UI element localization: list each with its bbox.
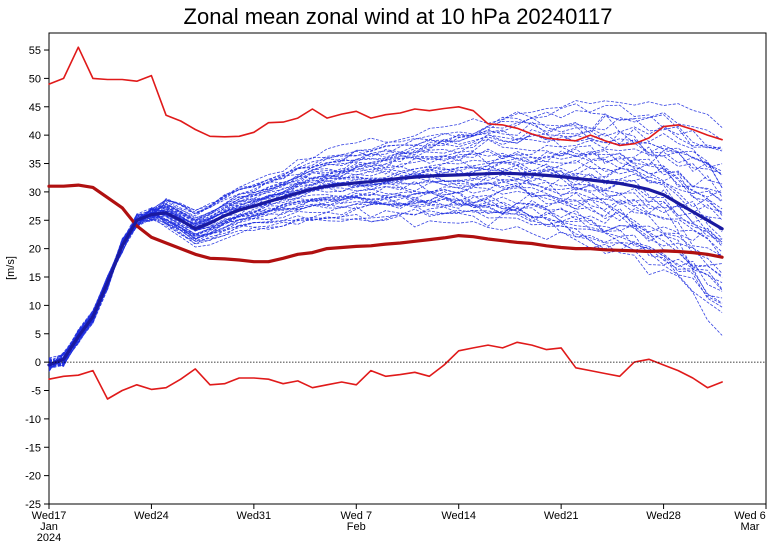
y-tick-label: -5	[31, 386, 41, 398]
ensemble-member-line	[48, 187, 723, 367]
ensemble-mean-line	[47, 171, 724, 367]
ensemble-member-line	[48, 150, 723, 365]
ensemble-member-line	[48, 206, 723, 364]
ensemble-member-line	[48, 164, 723, 367]
ensemble-member-line	[48, 116, 723, 369]
clim-mean-line	[47, 183, 724, 264]
ensemble-member-line	[48, 129, 723, 366]
ensemble-member-line	[48, 146, 723, 367]
x-tick-label: Wed 7	[340, 510, 372, 522]
y-tick-label: 5	[35, 329, 41, 341]
x-tick-label: Wed21	[544, 510, 579, 522]
y-tick-label: 10	[29, 300, 41, 312]
y-tick-label: 20	[29, 244, 41, 256]
ensemble-member-line	[48, 187, 723, 366]
ensemble-member-line	[48, 195, 723, 367]
series-lines	[47, 46, 724, 400]
plot-frame	[48, 32, 767, 505]
y-tick-label: 30	[29, 187, 41, 199]
ensemble-member-line	[48, 159, 723, 365]
ensemble-member-line	[48, 194, 723, 366]
y-tick-label: 0	[35, 357, 41, 369]
x-tick-label: Wed24	[134, 510, 169, 522]
x-tick-month: Feb	[347, 521, 366, 533]
y-axis: -25 -20 -15 -10 -5 0 5 10 15 20 25 30 35 40 45 50 55	[25, 45, 49, 511]
x-tick-month: Mar	[741, 521, 760, 533]
ensemble-member-line	[48, 121, 723, 366]
ensemble-member-line	[48, 186, 723, 371]
ensemble-member-line	[48, 131, 723, 366]
y-tick-label: -15	[25, 442, 41, 454]
x-tick-label: Wed17	[32, 510, 67, 522]
y-tick-label: 35	[29, 159, 41, 171]
y-tick-label: 25	[29, 215, 41, 227]
y-tick-label: -20	[25, 471, 41, 483]
ensemble-member-line	[48, 192, 723, 369]
y-tick-label: 55	[29, 45, 41, 57]
clim-min-line	[48, 341, 723, 400]
ensemble-member-line	[48, 114, 723, 369]
y-tick-label: 45	[29, 102, 41, 114]
x-tick-label: Wed28	[646, 510, 681, 522]
ensemble-member-line	[48, 195, 723, 366]
y-tick-label: 50	[29, 73, 41, 85]
ensemble-member-line	[48, 177, 723, 371]
y-tick-label: -25	[25, 499, 41, 511]
x-tick-label: Wed31	[237, 510, 272, 522]
ensemble-member-line	[48, 145, 723, 365]
clim-max-line	[48, 46, 723, 147]
ensemble-member-line	[48, 209, 723, 369]
ensemble-member-line	[48, 167, 723, 369]
ensemble-member-line	[48, 196, 723, 368]
x-tick-month: Jan	[40, 521, 58, 533]
ensemble-member-line	[48, 202, 723, 363]
x-tick-label: Wed 6	[734, 510, 766, 522]
ensemble-member-line	[48, 113, 723, 367]
ensemble-member-line	[48, 130, 723, 367]
x-tick-year: 2024	[37, 532, 61, 544]
ensemble-member-line	[48, 176, 723, 364]
ensemble-member-line	[48, 208, 723, 367]
chart-title: Zonal mean zonal wind at 10 hPa 20240117	[184, 4, 613, 29]
ensemble-member-line	[48, 104, 723, 368]
ensemble-member-line	[48, 158, 723, 365]
y-tick-label: 15	[29, 272, 41, 284]
y-tick-label: 40	[29, 130, 41, 142]
ensemble-member-line	[48, 166, 723, 365]
x-tick-label: Wed14	[441, 510, 476, 522]
y-axis-label: [m/s]	[5, 256, 17, 280]
ensemble-member-line	[48, 112, 723, 367]
y-tick-label: -10	[25, 414, 41, 426]
